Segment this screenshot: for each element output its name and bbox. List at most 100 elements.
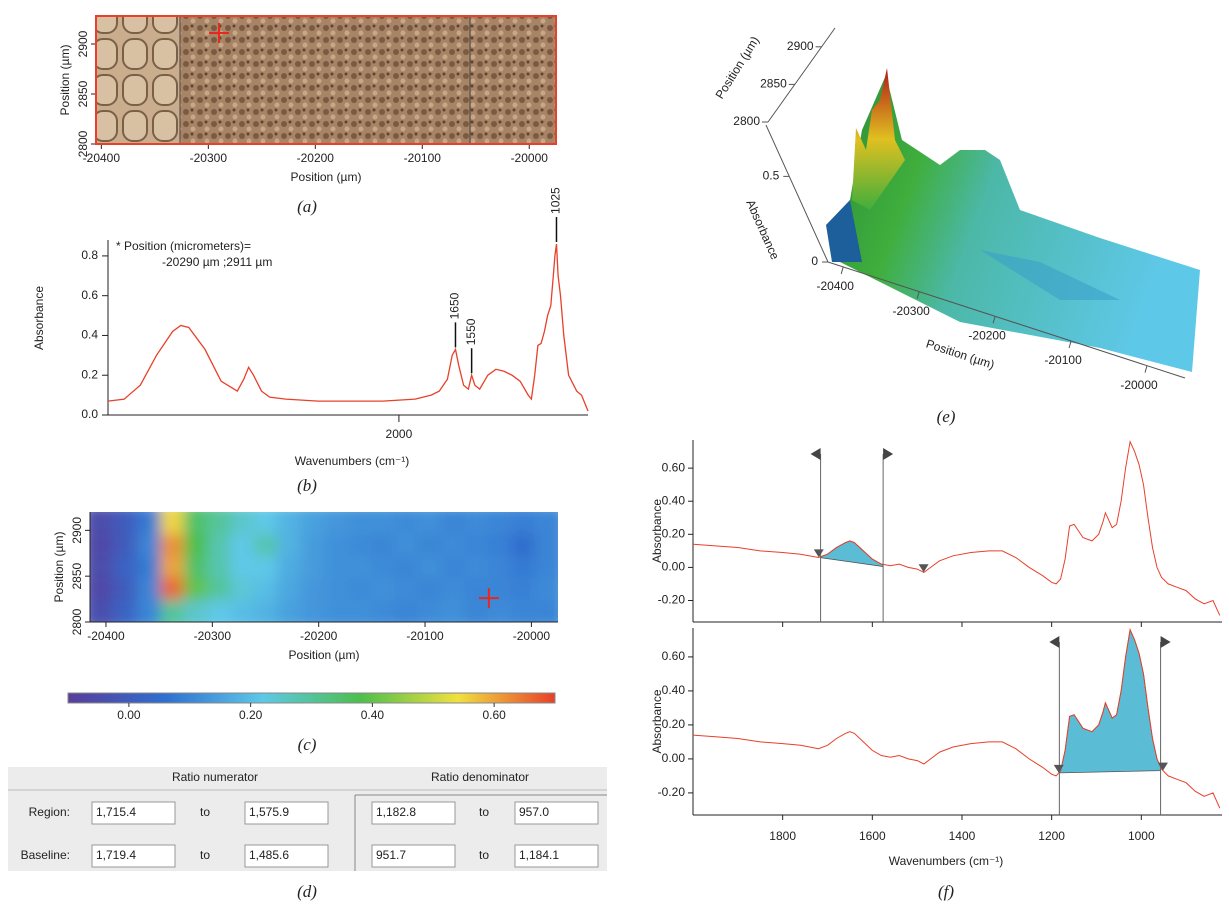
x-tick-label: 1600 <box>859 829 886 843</box>
range-word: to <box>479 805 489 819</box>
heat-cell <box>347 578 372 601</box>
heat-cell <box>300 512 325 535</box>
heat-cell <box>324 556 349 579</box>
heat-cell <box>113 600 138 622</box>
x-tick-label: -20100 <box>404 151 442 165</box>
heat-cell <box>441 578 466 601</box>
heat-cell <box>487 578 513 601</box>
heat-cell <box>347 512 372 535</box>
peak-label: 1650 <box>448 292 462 319</box>
axis <box>827 261 1186 379</box>
heat-cell <box>207 534 232 557</box>
column-header: Ratio denominator <box>431 770 529 784</box>
heatmap-clip <box>90 512 558 622</box>
heat-cell <box>441 600 466 622</box>
value-field[interactable] <box>514 844 599 868</box>
range-word: to <box>200 848 210 862</box>
caption: (e) <box>937 407 956 426</box>
y-tick-label: 0.40 <box>662 683 686 697</box>
heat-cell <box>183 512 208 535</box>
y-tick-label: 0.6 <box>81 288 98 302</box>
y-tick-label: 0.2 <box>81 367 98 381</box>
z-tick-label: 0.5 <box>763 169 780 183</box>
field-value: 1,184.1 <box>519 848 559 862</box>
heat-cell <box>160 534 185 557</box>
y-tick-label: 0.20 <box>662 526 686 540</box>
heat-cell <box>487 512 513 535</box>
y-axis-label: Position (µm) <box>52 532 66 603</box>
x-axis-label: Position (µm) <box>289 648 360 662</box>
heat-cell <box>417 600 442 622</box>
y-axis-label: Position (µm) <box>58 45 72 116</box>
heat-cell <box>441 512 466 535</box>
heat-cell <box>183 534 208 557</box>
field-value: 1,719.4 <box>96 848 136 862</box>
value-field[interactable] <box>91 844 176 868</box>
y-tick-label: 0.00 <box>662 751 686 765</box>
heat-cell <box>464 534 489 557</box>
x-tick <box>840 266 844 275</box>
value-field[interactable] <box>371 844 456 868</box>
heat-cell <box>277 556 302 579</box>
heat-cell <box>136 578 162 601</box>
caption: (d) <box>297 882 317 901</box>
axis <box>765 124 829 263</box>
heat-cell <box>253 556 279 579</box>
range-word: to <box>479 848 489 862</box>
heat-cell <box>417 556 442 579</box>
colorbar-tick-label: 0.20 <box>239 708 263 722</box>
y-tick-label: 0.40 <box>662 493 686 507</box>
heat-cell <box>253 600 279 622</box>
annotation: -20290 µm ;2911 µm <box>162 255 272 269</box>
heat-cell <box>136 600 162 622</box>
heat-cell <box>487 556 513 579</box>
heat-cell <box>160 578 185 601</box>
y-tick-label: 0.60 <box>662 649 686 663</box>
z-axis-label: Absorbance <box>743 198 782 262</box>
spectrum <box>107 243 589 412</box>
heat-cell <box>90 578 115 601</box>
caption: (f) <box>938 882 954 901</box>
x-tick <box>1068 340 1072 349</box>
integrated-area <box>1059 628 1161 774</box>
heat-cell <box>347 556 372 579</box>
value-field[interactable] <box>244 844 329 868</box>
position-marker <box>478 588 499 609</box>
y-tick-label: 0.4 <box>81 328 98 342</box>
x-tick-label: 1800 <box>769 829 796 843</box>
y-tick-label: 2800 <box>70 608 84 635</box>
baseline-handle <box>813 549 824 558</box>
heat-cell <box>347 534 372 557</box>
x-tick-label: -20400 <box>87 629 125 643</box>
baseline-handle <box>1053 764 1064 773</box>
y-axis-label: Absorbance <box>650 499 664 563</box>
value-field[interactable] <box>244 801 329 825</box>
caption: (b) <box>297 476 317 495</box>
heat-cell <box>136 512 162 535</box>
surface-edge <box>826 200 862 262</box>
y-tick-label: 2900 <box>70 517 84 544</box>
colorbar <box>67 692 556 704</box>
region-handle <box>1160 636 1171 648</box>
heat-cell <box>300 578 325 601</box>
heat-cell <box>300 600 325 622</box>
x-tick-label: -20200 <box>297 151 335 165</box>
value-field[interactable] <box>514 801 599 825</box>
value-field[interactable] <box>91 801 176 825</box>
heat-cell <box>300 556 325 579</box>
heat-cell <box>230 512 255 535</box>
heat-cell <box>277 534 302 557</box>
value-field[interactable] <box>371 801 456 825</box>
heat-cell <box>347 600 372 622</box>
heat-cell <box>113 578 138 601</box>
heat-cell <box>277 512 302 535</box>
y-axis-label: Absorbance <box>32 286 46 350</box>
heat-cell <box>113 534 138 557</box>
heat-cell <box>207 600 232 622</box>
heat-cell <box>324 534 349 557</box>
heat-cell <box>90 556 115 579</box>
heat-cell <box>183 556 208 579</box>
x-tick-label: -20000 <box>1120 378 1158 392</box>
heat-cell <box>487 600 513 622</box>
